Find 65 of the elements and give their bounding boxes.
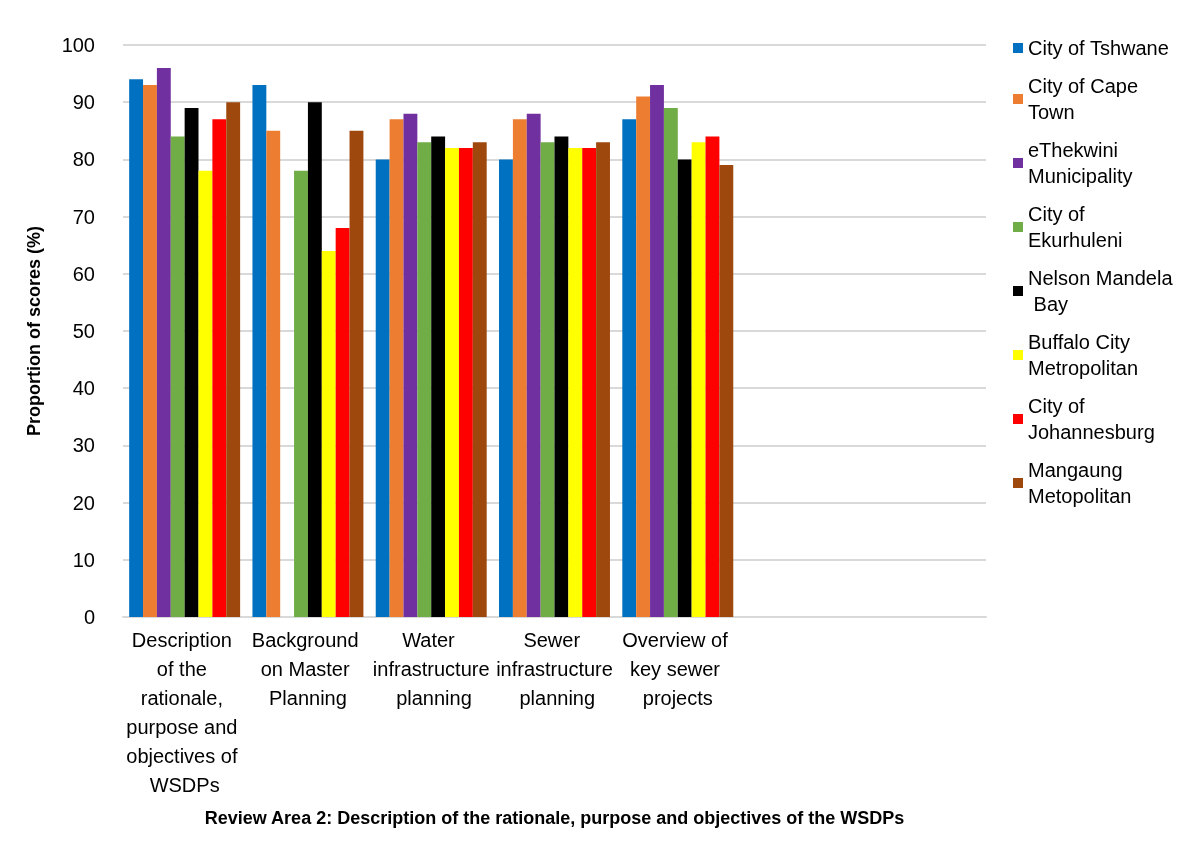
y-tick-label: 10 bbox=[72, 548, 95, 571]
bar bbox=[226, 102, 241, 617]
bar bbox=[294, 170, 308, 617]
legend-label: City of Johannesburg bbox=[1028, 395, 1155, 443]
y-tick-label: 50 bbox=[72, 320, 95, 342]
bar bbox=[499, 159, 513, 617]
y-tick-label: 100 bbox=[61, 34, 95, 56]
legend-label: eThekwini Municipality bbox=[1028, 139, 1133, 187]
bar bbox=[554, 136, 569, 617]
bar bbox=[170, 136, 185, 617]
bar bbox=[129, 79, 144, 617]
bar bbox=[335, 228, 350, 617]
bar bbox=[622, 119, 637, 617]
x-tick-label: Sewer infrastructure planning bbox=[496, 628, 613, 709]
x-tick-label: Background on Master Planning bbox=[251, 628, 365, 709]
y-axis-title: Proportion of scores (%) bbox=[24, 225, 44, 437]
y-tick-label: 60 bbox=[72, 262, 95, 285]
bar bbox=[719, 165, 734, 617]
legend-label: Buffalo City Metropolitan bbox=[1028, 331, 1139, 379]
bar bbox=[472, 142, 487, 617]
y-tick-label: 30 bbox=[72, 434, 95, 457]
bar bbox=[321, 250, 336, 617]
bar bbox=[266, 130, 281, 617]
bar bbox=[512, 119, 527, 617]
legend-label: City of Tshwane bbox=[1028, 37, 1169, 59]
legend-label: City of Ekurhuleni bbox=[1028, 203, 1123, 251]
bar bbox=[540, 142, 555, 617]
bar bbox=[143, 85, 157, 617]
y-tick-label: 0 bbox=[83, 606, 95, 628]
bar bbox=[458, 147, 473, 617]
bar bbox=[156, 67, 171, 617]
bar bbox=[445, 147, 459, 617]
y-tick-label: 40 bbox=[72, 377, 95, 400]
bar bbox=[198, 170, 213, 617]
bar bbox=[582, 147, 597, 617]
bar bbox=[431, 136, 446, 617]
bar bbox=[252, 85, 267, 617]
legend-label: Mangaung Metopolitan bbox=[1028, 459, 1132, 507]
bar bbox=[526, 113, 541, 617]
y-tick-label: 90 bbox=[72, 91, 95, 114]
bar bbox=[636, 96, 651, 617]
legend-label: City of Cape Town bbox=[1028, 75, 1144, 123]
bar bbox=[705, 136, 720, 617]
legend-label: Nelson Mandela Bay bbox=[1028, 267, 1174, 315]
x-tick-label: Water infrastructure planning bbox=[372, 628, 490, 709]
x-tick-label: Description of the rationale, purpose and objectives of WSDPs bbox=[126, 628, 244, 796]
bar bbox=[389, 119, 404, 617]
bar bbox=[403, 113, 418, 617]
bar bbox=[349, 130, 364, 617]
bar bbox=[691, 142, 706, 617]
y-tick-label: 20 bbox=[72, 491, 95, 514]
bar bbox=[596, 142, 610, 617]
bar bbox=[663, 107, 678, 617]
bar bbox=[375, 159, 390, 617]
bar bbox=[650, 85, 664, 617]
bar bbox=[417, 142, 432, 617]
x-axis-title: Review Area 2: Description of the rationale, purpose and objectives of the WSDPs bbox=[204, 808, 905, 828]
bar bbox=[677, 159, 692, 617]
y-tick-label: 80 bbox=[72, 148, 95, 171]
bar bbox=[307, 102, 322, 617]
x-tick-label: Overview of key sewer projects bbox=[622, 628, 734, 709]
y-tick-label: 70 bbox=[72, 205, 95, 228]
bar bbox=[568, 147, 583, 617]
bar bbox=[212, 119, 227, 617]
bar bbox=[184, 107, 199, 617]
